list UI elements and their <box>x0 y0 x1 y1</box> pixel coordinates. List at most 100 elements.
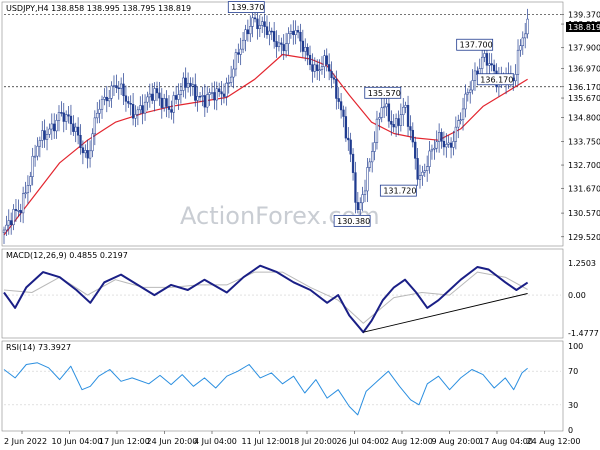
candle-body <box>124 95 128 102</box>
candle-body <box>490 63 493 66</box>
candle-body <box>404 104 407 108</box>
candle-body <box>406 104 410 127</box>
candle-body <box>36 145 39 157</box>
x-tick-label-8: 2 Aug 12:00 <box>384 437 433 446</box>
candle-body <box>38 140 42 147</box>
candle-body <box>366 167 369 192</box>
candle-body <box>492 64 496 72</box>
candle-body <box>5 224 8 231</box>
x-tick-label-3: 24 Jun 20:00 <box>147 437 198 446</box>
candle-body <box>103 96 106 100</box>
x-tick-label-9: 9 Aug 20:00 <box>432 437 481 446</box>
candle-body <box>330 70 333 78</box>
candle-body <box>469 89 472 93</box>
candle-body <box>186 82 190 88</box>
candle-body <box>177 94 180 100</box>
rsi-panel: RSI(14) 73.3927 100 70 30 0 <box>1 340 583 435</box>
candle-body <box>380 107 383 118</box>
annotation-label-5: 130.380 <box>337 217 370 226</box>
candle-body <box>382 106 386 109</box>
candle-body <box>141 105 144 114</box>
y-tick-label-11: 130.570 <box>568 209 600 218</box>
candle-body <box>519 45 522 51</box>
candle-body <box>189 82 192 87</box>
candle-body <box>284 43 288 52</box>
candle-body <box>210 92 214 94</box>
candle-body <box>514 74 517 82</box>
x-tick-label-10: 17 Aug 04:00 <box>479 437 533 446</box>
candle-body <box>93 117 96 135</box>
candle-body <box>86 150 89 159</box>
candle-body <box>449 142 453 148</box>
candle-body <box>263 21 266 27</box>
rsi-y-label-2: 30 <box>568 401 578 410</box>
candle-body <box>435 141 438 149</box>
candle-body <box>280 42 283 45</box>
candle-body <box>239 48 242 55</box>
candle-body <box>471 80 474 91</box>
candle-body <box>237 52 240 55</box>
candle-body <box>385 103 388 108</box>
candle-body <box>88 150 92 159</box>
candle-body <box>387 103 391 122</box>
candle-body <box>241 39 245 50</box>
annotation-label-0: 139.370 <box>231 3 264 12</box>
annotation-box-0 <box>227 1 265 13</box>
candle-body <box>158 92 161 99</box>
candle-body <box>289 30 293 34</box>
candle-body <box>48 128 51 135</box>
candle-body <box>251 17 254 27</box>
y-tick-label-4: 136.970 <box>568 65 600 74</box>
candle-body <box>268 30 271 35</box>
candle-body <box>466 92 469 95</box>
candle-body <box>96 112 99 119</box>
candle-body <box>227 82 230 84</box>
candle-body <box>163 98 166 108</box>
y-tick-label-8: 133.750 <box>568 137 600 146</box>
candle-body <box>526 18 529 35</box>
annotation-box-2 <box>476 73 514 86</box>
annotation-box-5 <box>333 214 371 227</box>
candle-body <box>361 194 364 204</box>
annotation-label-4: 131.720 <box>383 187 416 196</box>
candle-body <box>10 220 13 226</box>
candle-body <box>60 112 63 114</box>
candle-body <box>105 96 108 102</box>
candle-body <box>306 47 309 56</box>
candle-body <box>371 151 374 163</box>
candle-body <box>521 37 524 46</box>
candle-body <box>323 55 326 68</box>
x-tick-label-2: 17 Jun 12:00 <box>99 437 150 446</box>
candle-body <box>442 140 446 148</box>
candle-body <box>347 137 350 141</box>
candle-body <box>127 101 130 104</box>
candle-body <box>485 53 489 66</box>
candle-body <box>91 133 94 152</box>
candle-body <box>299 31 302 42</box>
candle-body <box>167 106 171 110</box>
rsi-panel-frame <box>1 340 564 432</box>
candle-body <box>390 120 393 125</box>
candle-body <box>213 92 216 101</box>
candle-body <box>325 55 328 65</box>
candle-body <box>261 21 264 26</box>
candle-body <box>7 220 10 226</box>
candle-body <box>165 98 168 107</box>
candle-body <box>244 29 247 41</box>
candle-body <box>110 85 113 99</box>
candle-body <box>311 64 314 72</box>
candle-body <box>457 120 460 128</box>
candle-body <box>481 56 484 69</box>
candle-body <box>115 85 118 89</box>
candle-body <box>119 83 123 89</box>
candle-body <box>41 130 44 141</box>
candle-body <box>423 170 426 173</box>
annotation-label-3: 135.570 <box>368 89 401 98</box>
price-tag-bg <box>566 22 600 33</box>
candle-body <box>308 54 312 65</box>
macd-y-label-2: -1.4777 <box>568 329 599 338</box>
candle-body <box>67 114 70 117</box>
candle-body <box>134 114 137 119</box>
candle-body <box>313 64 316 72</box>
candle-body <box>373 142 376 152</box>
